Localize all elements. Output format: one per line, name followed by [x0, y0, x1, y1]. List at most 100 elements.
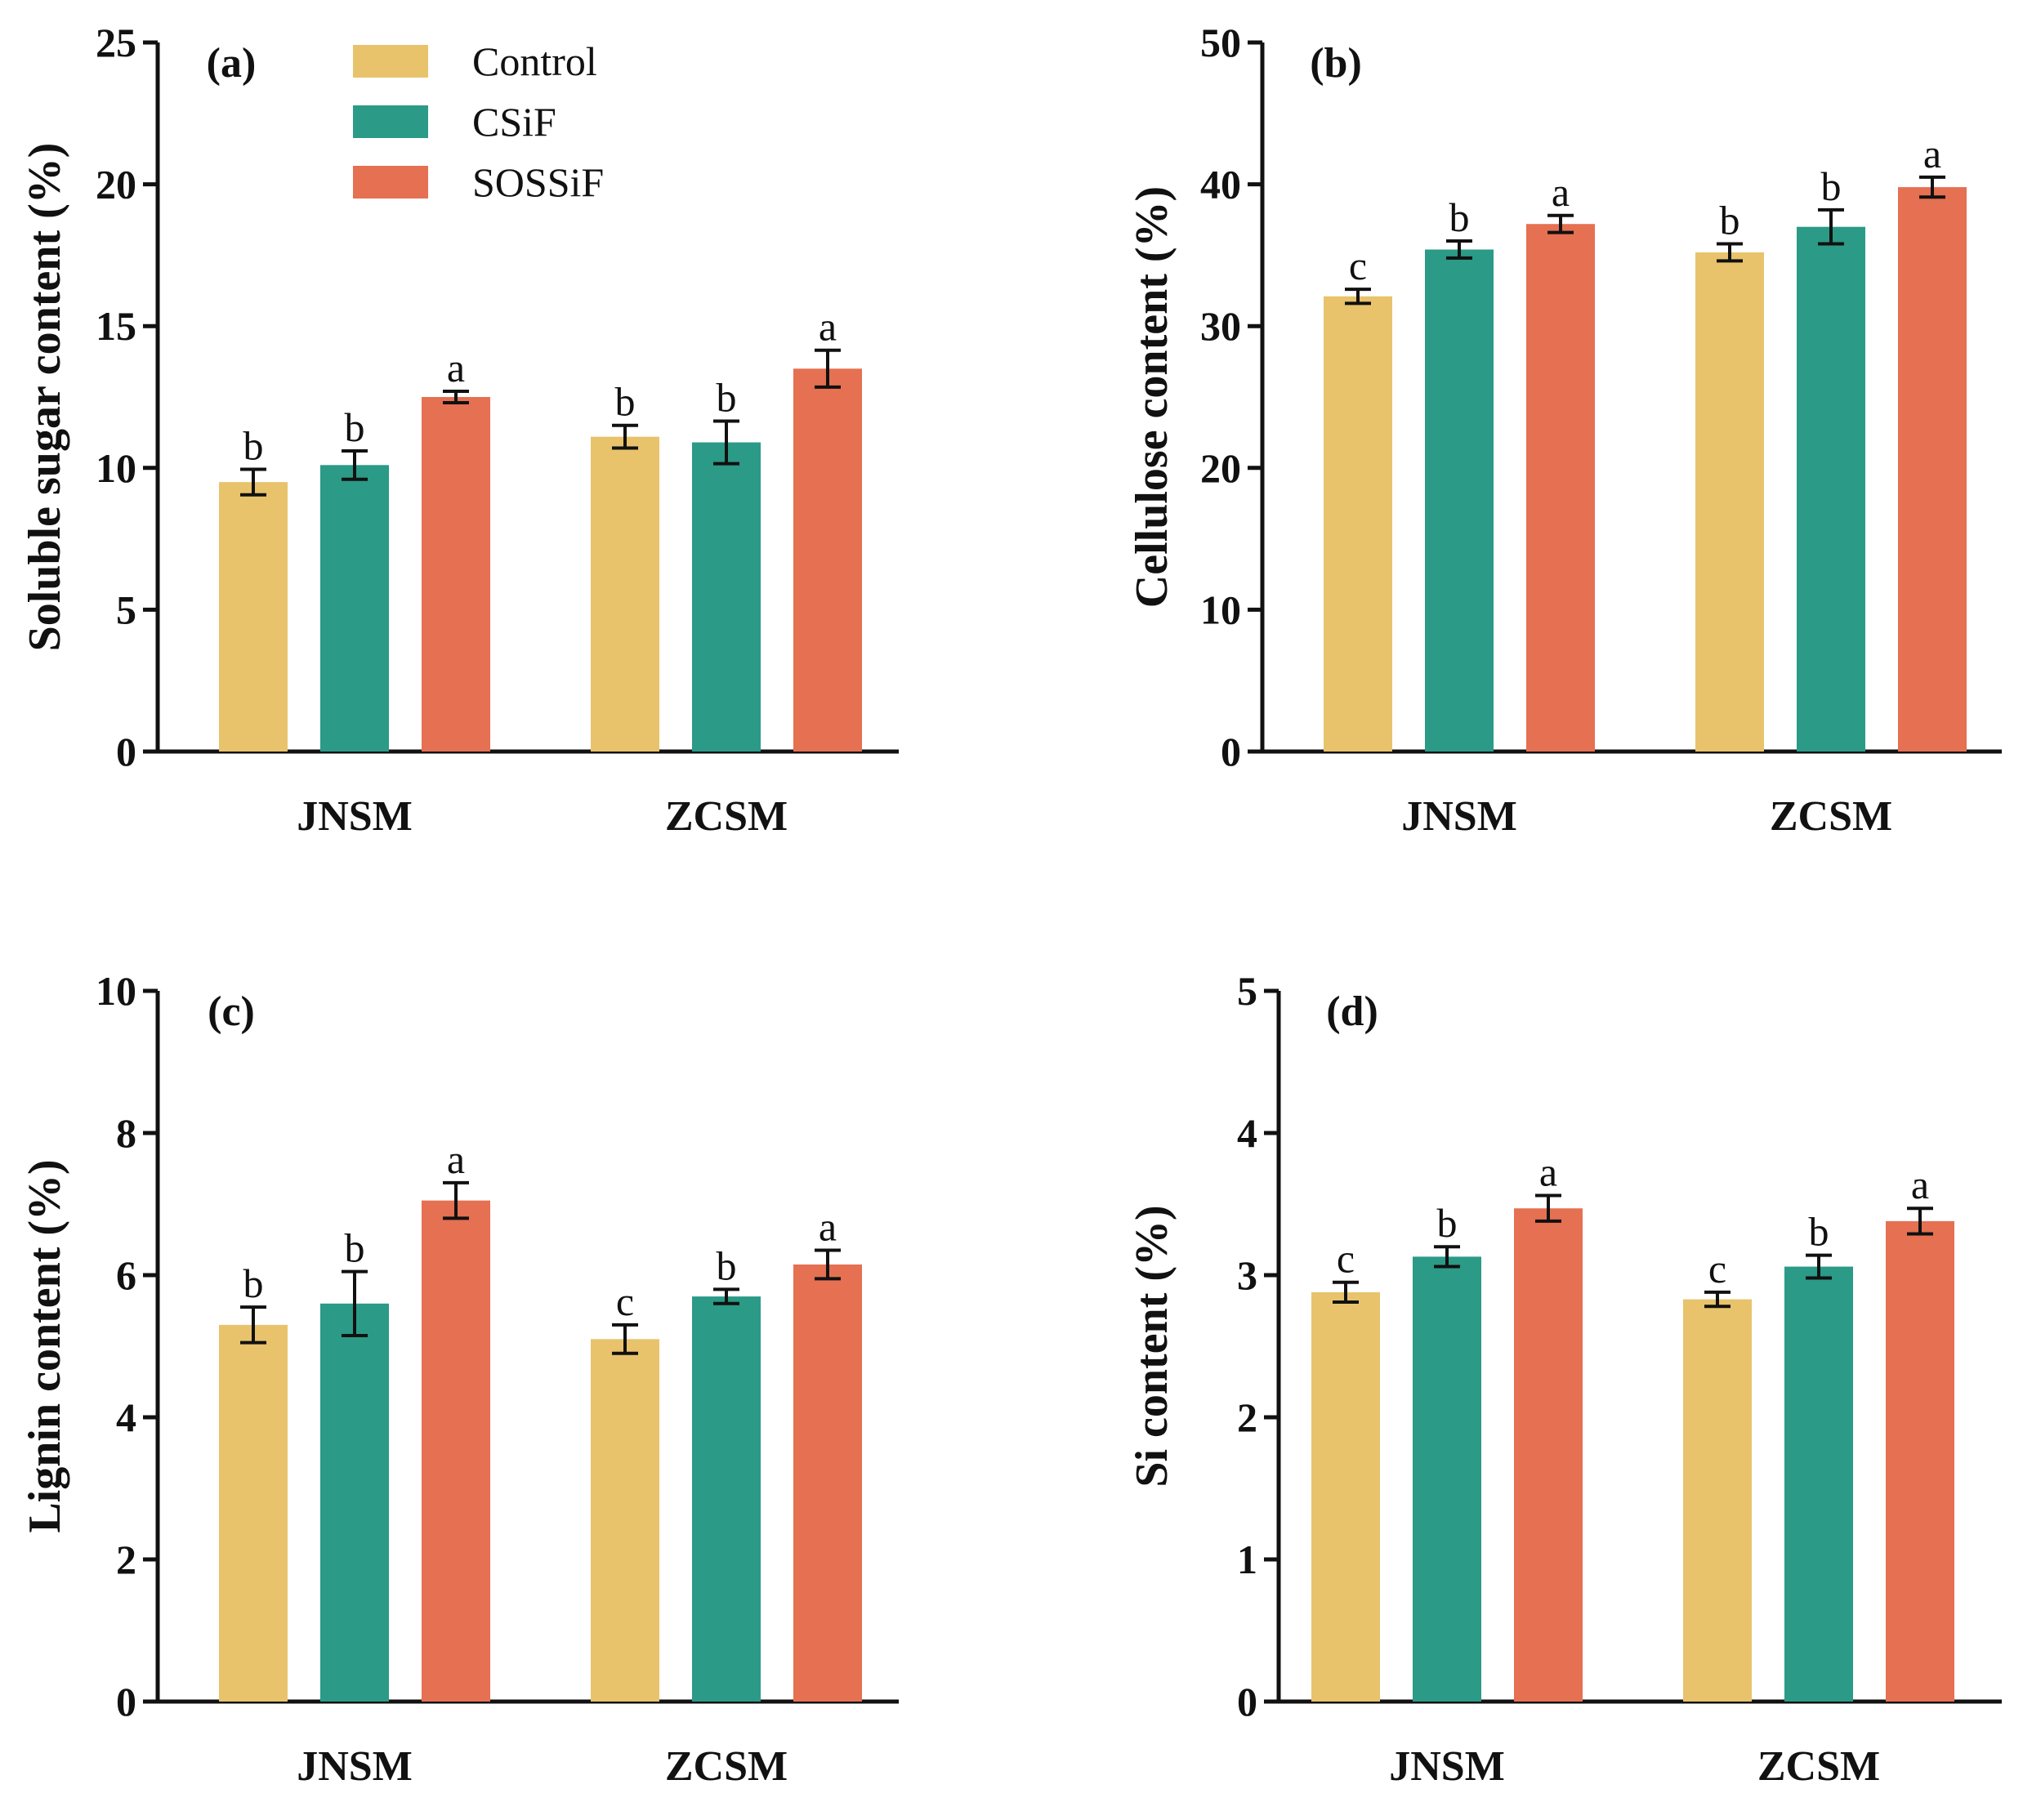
x-category-label: JNSM — [1401, 793, 1517, 840]
y-tick-label: 2 — [116, 1537, 136, 1582]
bar-control-zcsm — [1683, 1299, 1752, 1702]
bar-control-jnsm — [1311, 1291, 1380, 1702]
significance-letter: b — [615, 379, 636, 425]
x-category-label: JNSM — [1389, 1743, 1505, 1790]
y-tick-label: 0 — [1237, 1679, 1257, 1724]
legend-swatch-control — [353, 45, 428, 78]
panel-b: 0 10 20 30 40 50 Cellulose content (%) (b) c b a JN… — [1127, 20, 2002, 840]
significance-letter: b — [1437, 1200, 1458, 1246]
panel-label: (a) — [207, 40, 257, 87]
bar-control-zcsm — [591, 1339, 659, 1702]
y-tick-label: 0 — [116, 729, 136, 774]
bar-csif-zcsm — [692, 442, 761, 752]
y-axis-title: Si content (%) — [1127, 1205, 1177, 1487]
significance-letter: c — [1708, 1246, 1726, 1291]
bar-csif-jnsm — [1413, 1256, 1481, 1702]
significance-letter: b — [345, 1225, 365, 1271]
y-tick-label: 8 — [116, 1110, 136, 1156]
y-axis-title: Soluble sugar content (%) — [20, 143, 70, 652]
bar-sossif-jnsm — [1526, 224, 1595, 752]
y-tick-label: 0 — [116, 1679, 136, 1724]
x-category-label: ZCSM — [665, 793, 788, 840]
y-tick-label: 4 — [116, 1394, 136, 1440]
y-tick-label: 20 — [1200, 445, 1241, 491]
significance-letter: b — [1449, 194, 1470, 240]
y-tick-label: 30 — [1200, 303, 1241, 349]
significance-letter: c — [1337, 1236, 1355, 1282]
x-category-label: ZCSM — [1757, 1743, 1880, 1790]
x-category-label: JNSM — [297, 793, 413, 840]
significance-letter: b — [243, 423, 264, 469]
bar-csif-zcsm — [1797, 226, 1865, 752]
panel-label: (d) — [1326, 988, 1378, 1035]
significance-letter: b — [345, 404, 365, 450]
bar-csif-zcsm — [1784, 1266, 1853, 1702]
bar-sossif-zcsm — [1898, 187, 1967, 752]
bar-control-jnsm — [1324, 296, 1392, 752]
y-tick-label: 6 — [116, 1252, 136, 1298]
y-tick-label: 3 — [1237, 1252, 1257, 1298]
significance-letter: c — [616, 1278, 634, 1324]
panel-label: (b) — [1310, 40, 1362, 87]
legend: Control CSiF SOSSiF — [353, 38, 604, 205]
panel-a: 0 5 10 15 20 25 Soluble sugar content (%) (a) b b… — [20, 20, 899, 840]
y-tick-label: 15 — [96, 303, 136, 349]
bar-control-zcsm — [1695, 252, 1764, 752]
y-tick-label: 20 — [96, 162, 136, 207]
legend-swatch-sossif — [353, 166, 428, 199]
x-category-label: ZCSM — [665, 1743, 788, 1790]
x-category-label: JNSM — [297, 1743, 413, 1790]
y-tick-label: 10 — [1200, 587, 1241, 632]
significance-letter: b — [1809, 1209, 1829, 1255]
x-category-label: ZCSM — [1770, 793, 1892, 840]
panel-c: 0 2 4 6 8 10 Lignin content (%) (c) b b a JNSM c b a ZC… — [20, 968, 899, 1790]
bar-sossif-zcsm — [793, 368, 862, 752]
legend-label: Control — [472, 38, 597, 84]
y-tick-label: 50 — [1200, 20, 1241, 65]
significance-letter: b — [243, 1260, 264, 1306]
y-tick-label: 10 — [96, 445, 136, 491]
panel-label: (c) — [208, 988, 255, 1035]
y-tick-label: 5 — [1237, 968, 1257, 1014]
bar-control-zcsm — [591, 436, 659, 752]
significance-letter: b — [1720, 198, 1740, 243]
significance-letter: a — [447, 1136, 465, 1182]
significance-letter: a — [1923, 131, 1941, 176]
bar-sossif-jnsm — [1514, 1208, 1583, 1702]
significance-letter: a — [819, 304, 837, 350]
significance-letter: c — [1349, 243, 1367, 288]
bar-control-jnsm — [219, 1324, 288, 1702]
legend-label: CSiF — [472, 99, 556, 145]
legend-swatch-csif — [353, 105, 428, 138]
y-tick-label: 10 — [96, 968, 136, 1014]
bar-csif-jnsm — [1425, 249, 1494, 752]
significance-letter: a — [819, 1204, 837, 1250]
y-tick-label: 4 — [1237, 1110, 1257, 1156]
bar-csif-jnsm — [320, 1303, 389, 1702]
panel-d: 0 1 2 3 4 5 Si content (%) (d) c b a JNSM c b a ZCSM — [1127, 968, 2002, 1790]
y-tick-label: 25 — [96, 20, 136, 65]
y-axis-title: Lignin content (%) — [20, 1159, 70, 1532]
significance-letter: a — [447, 345, 465, 390]
bar-csif-zcsm — [692, 1296, 761, 1702]
significance-letter: b — [717, 375, 737, 421]
significance-letter: a — [1911, 1162, 1929, 1207]
significance-letter: a — [1552, 169, 1570, 215]
bar-sossif-jnsm — [422, 397, 490, 752]
y-axis-title: Cellulose content (%) — [1127, 186, 1177, 608]
y-tick-label: 2 — [1237, 1394, 1257, 1440]
y-tick-label: 40 — [1200, 162, 1241, 207]
bar-sossif-jnsm — [422, 1200, 490, 1702]
y-tick-label: 5 — [116, 587, 136, 632]
legend-label: SOSSiF — [472, 159, 604, 205]
bar-control-jnsm — [219, 482, 288, 752]
significance-letter: b — [1821, 163, 1842, 209]
bar-csif-jnsm — [320, 465, 389, 752]
significance-letter: b — [717, 1242, 737, 1288]
bar-sossif-zcsm — [793, 1264, 862, 1702]
y-tick-label: 0 — [1221, 729, 1241, 774]
significance-letter: a — [1539, 1149, 1557, 1195]
y-tick-label: 1 — [1237, 1537, 1257, 1582]
bar-sossif-zcsm — [1886, 1220, 1954, 1702]
